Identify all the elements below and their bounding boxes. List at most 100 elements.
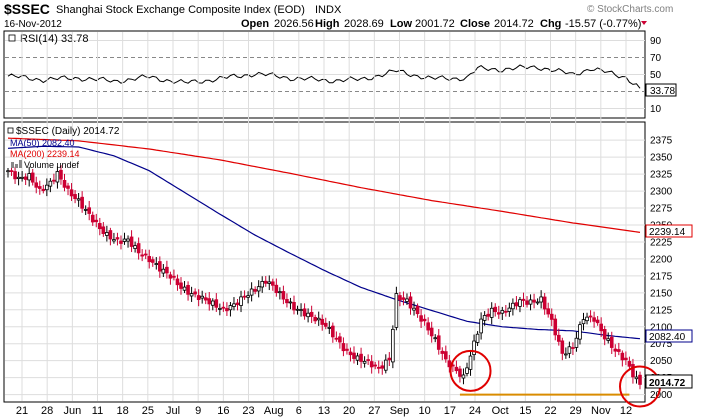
x-tick-label: 16 (217, 405, 229, 417)
candle-body (210, 300, 215, 306)
candle (592, 311, 596, 328)
candle (23, 173, 28, 186)
candle (504, 304, 508, 317)
candle-body (281, 291, 286, 300)
candle-body (581, 319, 586, 325)
candle-body (136, 243, 141, 254)
candle (373, 361, 377, 370)
candle-body (302, 308, 307, 317)
candle-body (444, 351, 448, 360)
candle (292, 295, 296, 315)
candle (34, 176, 39, 194)
candle-body (242, 295, 247, 298)
candle (210, 298, 215, 311)
candle-body (172, 275, 176, 278)
candle (482, 311, 487, 326)
candle-body (292, 302, 296, 311)
candle (355, 352, 360, 365)
candle-body (479, 318, 483, 334)
candle-body (207, 298, 212, 305)
candle (496, 305, 501, 319)
x-tick-label: 15 (519, 405, 531, 417)
candle-body (504, 310, 508, 313)
candle-body (535, 301, 540, 304)
candle (295, 305, 300, 315)
candle (288, 297, 293, 310)
rsi-legend: RSI(14) 33.78 (8, 33, 88, 45)
rsi-axis: 9070503010 (650, 36, 662, 115)
candle (571, 342, 575, 356)
y-tick-label: 2300 (650, 187, 673, 198)
candle (556, 328, 561, 346)
candle (620, 350, 625, 367)
candle (316, 311, 321, 326)
open-value: 2026.56 (274, 18, 314, 30)
candle (500, 306, 505, 320)
candle-body (274, 284, 279, 293)
rsi-legend-label: RSI(14) 33.78 (20, 33, 88, 45)
candle-body (631, 364, 635, 378)
candle-body (59, 169, 63, 180)
candle-body (140, 254, 144, 257)
x-tick-label: 29 (570, 405, 582, 417)
candle-body (9, 170, 14, 173)
close-tag: 2014.72 (645, 374, 693, 389)
candle (165, 260, 169, 279)
candle-body (440, 350, 445, 354)
candle (6, 167, 10, 178)
candle (136, 237, 141, 260)
candle (599, 317, 603, 337)
candle (129, 230, 134, 253)
candle-body (373, 364, 377, 367)
candle (475, 331, 480, 347)
ma200-tag: 2239.14 (645, 224, 693, 238)
candle (267, 275, 272, 291)
candle (200, 290, 204, 304)
rsi-tick-label: 10 (650, 104, 662, 115)
candle-body (574, 337, 579, 348)
candle (624, 351, 628, 366)
candle-body (546, 308, 551, 315)
candle-body (221, 306, 226, 309)
candle-body (295, 308, 300, 311)
candle (369, 355, 374, 374)
candle (154, 257, 159, 270)
candle (214, 293, 219, 312)
candle (585, 312, 589, 325)
candle-body (256, 286, 261, 292)
candle-body (165, 266, 169, 274)
candle-body (122, 238, 127, 242)
candle-body (560, 340, 565, 354)
candle (560, 337, 565, 361)
candle-body (458, 368, 462, 377)
x-tick-label: 22 (544, 405, 556, 417)
candle (387, 352, 392, 367)
rsi-tick-label: 50 (650, 70, 662, 81)
candle (175, 274, 180, 291)
legend-volume: Volume undef (24, 160, 80, 170)
candle (444, 345, 448, 363)
x-tick-label: 18 (117, 405, 129, 417)
x-tick-label: 28 (41, 405, 53, 417)
candle-body (398, 295, 402, 301)
candle-body (599, 323, 603, 332)
candle (458, 365, 462, 383)
candle-body (80, 196, 84, 209)
candle (37, 180, 42, 195)
candle-body (214, 299, 219, 308)
candle-body (468, 355, 473, 370)
candle (613, 344, 618, 357)
candle (90, 211, 95, 226)
candle-body (433, 337, 438, 340)
candle-body (592, 317, 596, 322)
y-tick-label: 2375 (650, 136, 673, 147)
y-tick-label: 2125 (650, 305, 673, 316)
candle-body (189, 293, 194, 297)
candle (278, 287, 282, 300)
candle-body (150, 259, 155, 263)
candle (182, 281, 187, 294)
candle (380, 361, 385, 375)
candle-body (112, 239, 116, 242)
candle (489, 302, 494, 325)
candle-body (376, 366, 381, 369)
